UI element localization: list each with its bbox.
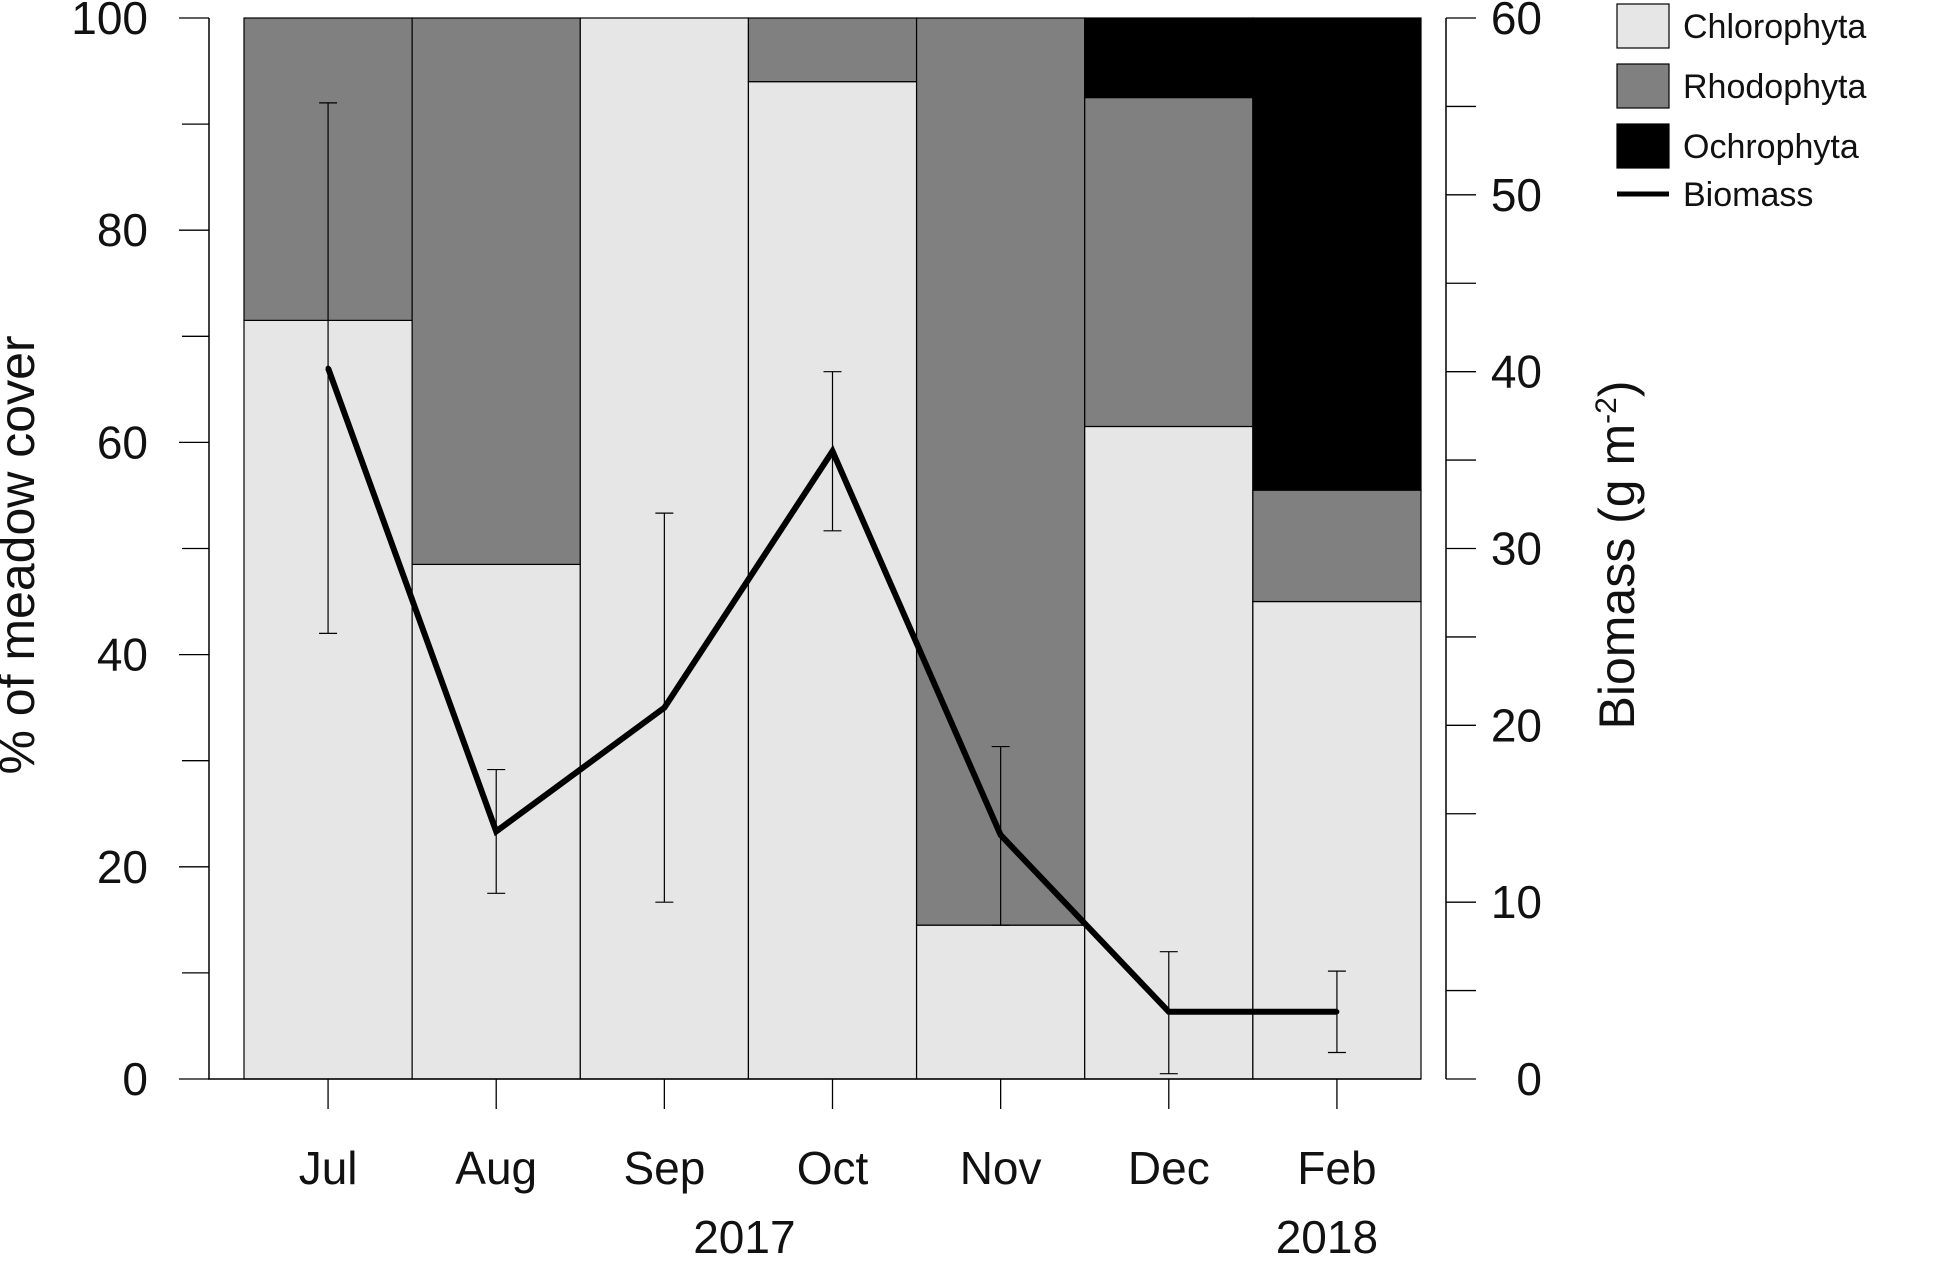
legend-swatch-chlorophyta [1616, 3, 1670, 49]
legend-swatch-ochrophyta [1616, 123, 1670, 169]
legend-label-rhodophyta: Rhodophyta [1683, 68, 1866, 106]
left-axis-tick-label-60: 60 [97, 416, 148, 468]
right-axis-title-main: Biomass (g m [1589, 424, 1645, 730]
legend-label-chlorophyta: Chlorophyta [1683, 8, 1866, 46]
right-axis-tick-label-30: 30 [1491, 523, 1542, 575]
left-axis-tick-label-100: 100 [71, 0, 148, 44]
right-axis-title-close: ) [1589, 381, 1645, 398]
x-axis-label-jul: Jul [299, 1142, 358, 1194]
left-axis-tick-label-80: 80 [97, 204, 148, 256]
biomass-point-oct [830, 448, 835, 454]
biomass-point-sep [661, 705, 667, 711]
bar-rhodophyta-feb [1252, 489, 1422, 603]
x-axis-label-oct: Oct [797, 1142, 869, 1194]
biomass-point-dec [1166, 1009, 1172, 1015]
x-axis-label-feb: Feb [1297, 1142, 1376, 1194]
bar-rhodophyta-aug [411, 17, 581, 566]
biomass-point-feb [1334, 1009, 1340, 1015]
left-axis-tick-label-40: 40 [97, 629, 148, 681]
right-axis-tick-label-40: 40 [1491, 346, 1542, 398]
x-axis-label-aug: Aug [455, 1142, 537, 1194]
x-axis-label-sep: Sep [623, 1142, 705, 1194]
bar-chlorophyta-nov [915, 924, 1086, 1080]
axes-layer: 0 20 40 60 80 100 0 10 20 30 40 50 60 Jul Aug Sep Oct Nov… [71, 0, 1542, 1262]
bar-rhodophyta-oct [747, 17, 918, 83]
x-axis-label-dec: Dec [1128, 1142, 1210, 1194]
right-axis-tick-label-60: 60 [1491, 0, 1542, 44]
left-axis-title: % of meadow cover [0, 335, 45, 774]
biomass-point-aug [493, 828, 499, 834]
left-axis-tick-label-0: 0 [122, 1053, 148, 1105]
legend: Chlorophyta Rhodophyta Ochrophyta Biomass [1616, 3, 1866, 214]
legend-label-biomass: Biomass [1683, 176, 1813, 214]
legend-swatch-rhodophyta [1616, 63, 1670, 109]
biomass-line-layer [319, 102, 1346, 1075]
left-axis-tick-label-20: 20 [97, 841, 148, 893]
right-axis-title: Biomass (g m-2) [1589, 381, 1645, 730]
right-axis-tick-label-20: 20 [1491, 699, 1542, 751]
legend-label-ochrophyta: Ochrophyta [1683, 128, 1859, 166]
year-label-2017: 2017 [693, 1211, 795, 1257]
right-axis-title-superscript: -2 [1590, 397, 1623, 424]
right-axis-tick-label-50: 50 [1491, 169, 1542, 221]
bar-rhodophyta-dec [1084, 96, 1254, 428]
bars-layer [243, 17, 1422, 1080]
right-axis-tick-label-10: 10 [1491, 876, 1542, 928]
year-label-2018: 2018 [1276, 1211, 1378, 1257]
bar-ochrophyta-feb [1252, 17, 1422, 491]
biomass-point-nov [998, 832, 1004, 838]
right-axis-tick-label-0: 0 [1516, 1053, 1542, 1105]
biomass-point-jul [325, 365, 331, 371]
bar-ochrophyta-dec [1084, 17, 1254, 99]
x-axis-label-nov: Nov [960, 1142, 1042, 1194]
